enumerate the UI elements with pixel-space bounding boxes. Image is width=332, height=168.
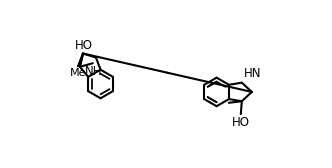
Text: Me: Me <box>70 68 86 78</box>
Text: HN: HN <box>244 67 261 80</box>
Text: NH: NH <box>85 66 102 78</box>
Text: HO: HO <box>75 39 93 52</box>
Text: HO: HO <box>232 116 250 129</box>
